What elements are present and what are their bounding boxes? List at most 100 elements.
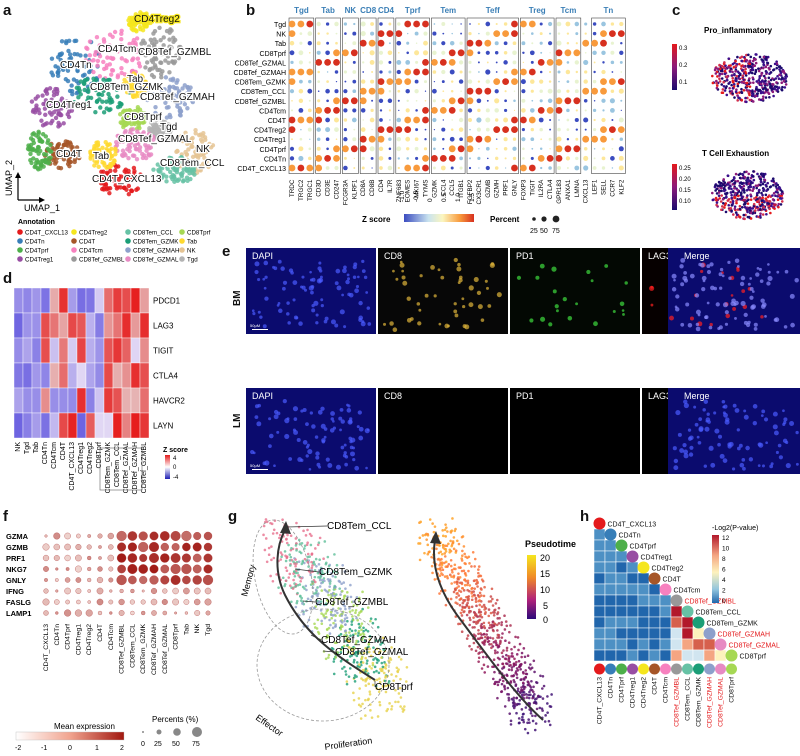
dotplot-mark [325, 166, 330, 170]
dotplot-mark [591, 135, 598, 143]
dotplot-mark [379, 166, 383, 170]
dotplot-mark [503, 117, 509, 123]
dotplot-mark [415, 60, 419, 64]
dotplot-mark [297, 164, 305, 172]
cluster-label: CD8Tef_GZMAL [118, 134, 192, 145]
f-dotplot-mark [161, 599, 168, 605]
dotplot-mark [315, 164, 323, 172]
f-dotplot-mark [140, 599, 146, 605]
dotplot-mark [619, 60, 623, 64]
g-cell-point [329, 613, 333, 616]
g-cell-point [397, 700, 400, 704]
dotplot-mark [617, 78, 625, 85]
dotplot-mark [388, 156, 392, 160]
c-point [748, 62, 752, 66]
g-pseudo-point [460, 608, 464, 612]
c-point [758, 76, 761, 80]
g-pseudo-point [520, 708, 524, 711]
dotplot-mark [361, 166, 365, 170]
dotplot-mark [413, 164, 420, 172]
dotplot-mark [512, 41, 517, 46]
g-pseudo-point [481, 641, 485, 645]
umap-point [113, 168, 118, 173]
umap-point [154, 135, 160, 140]
cluster-label: CD4T_CXCL13 [92, 174, 162, 185]
g-pseudo-point [508, 630, 511, 634]
c-point [735, 74, 739, 78]
g-pseudo-point [477, 610, 481, 614]
g-pseudo-point [503, 705, 507, 708]
dotplot-mark [584, 51, 587, 54]
dotplot-mark [404, 20, 412, 28]
g-cell-point [355, 661, 359, 664]
f-dotplot-mark [192, 575, 202, 585]
dotplot-mark [540, 166, 543, 170]
c-point [780, 200, 784, 203]
umap-point [140, 151, 145, 157]
g-pseudo-point [445, 544, 449, 548]
heatmap-cell [85, 287, 96, 314]
f-dotplot-mark [116, 530, 127, 542]
c-point [710, 191, 714, 195]
g-pseudo-point [421, 534, 425, 537]
g-cell-point [288, 559, 292, 562]
umap-point [86, 95, 91, 100]
c-point [716, 184, 720, 188]
umap-point [56, 68, 61, 74]
legend-label: CD4T_CXCL13 [25, 230, 69, 237]
c-point [727, 197, 731, 201]
f-dotplot-mark [183, 587, 190, 595]
c-point [719, 200, 723, 203]
g-pseudo-point [493, 608, 497, 612]
dotplot-mark [350, 97, 358, 105]
dotplot-mark [397, 22, 401, 26]
c-point [731, 190, 735, 194]
umap-point [198, 152, 204, 158]
g-pseudo-point [478, 651, 482, 654]
g-pseudo-point [443, 528, 447, 532]
g-pseudo-point [493, 682, 496, 686]
dotplot-mark [512, 156, 517, 161]
dotplot-mark [468, 118, 472, 122]
g-pseudo-point [521, 689, 524, 692]
g-cell-point [363, 639, 367, 643]
g-pseudo-point [444, 560, 448, 564]
c-point [772, 94, 775, 98]
g-cell-point [359, 633, 363, 636]
umap-point [94, 140, 99, 145]
dotplot-mark [511, 78, 518, 85]
f-dotplot-mark [127, 542, 137, 552]
dotplot-mark [377, 78, 385, 85]
g-pseudo-point [519, 678, 523, 681]
dotplot-mark [299, 32, 303, 35]
dotplot-mark [539, 22, 543, 26]
dotplot-mark [307, 108, 312, 113]
heatmap-cell [112, 412, 123, 439]
f-dotplot-mark [182, 575, 191, 585]
g-pseudo-point [533, 693, 536, 696]
g-pseudo-point [473, 587, 477, 590]
c-point [772, 205, 776, 209]
f-column-label: CD8Tef_GZMAH [151, 624, 158, 675]
c-point [759, 178, 763, 181]
dotplot-mark [485, 21, 491, 27]
dotplot-mark [368, 87, 376, 95]
dotplot-mark [575, 70, 578, 74]
dotplot-mark [548, 21, 553, 27]
g-pseudo-point [531, 719, 535, 723]
dotplot-mark [520, 68, 527, 76]
g-pseudo-point [451, 571, 454, 574]
g-cell-point [399, 677, 402, 681]
f-dotplot-mark [204, 598, 212, 606]
dotplot-mark [316, 127, 321, 132]
c-point [718, 74, 721, 77]
heatmap-cell [76, 337, 87, 364]
umap-point [141, 83, 147, 88]
g-cell-point [305, 543, 309, 547]
dotplot-mark [448, 49, 456, 57]
g-cell-point [301, 602, 304, 605]
c-point [727, 66, 731, 69]
e-bm-pd1-label: PD1 [516, 251, 534, 261]
g-cell-point [390, 646, 393, 649]
legend-label: CD4Tcm [79, 248, 103, 255]
